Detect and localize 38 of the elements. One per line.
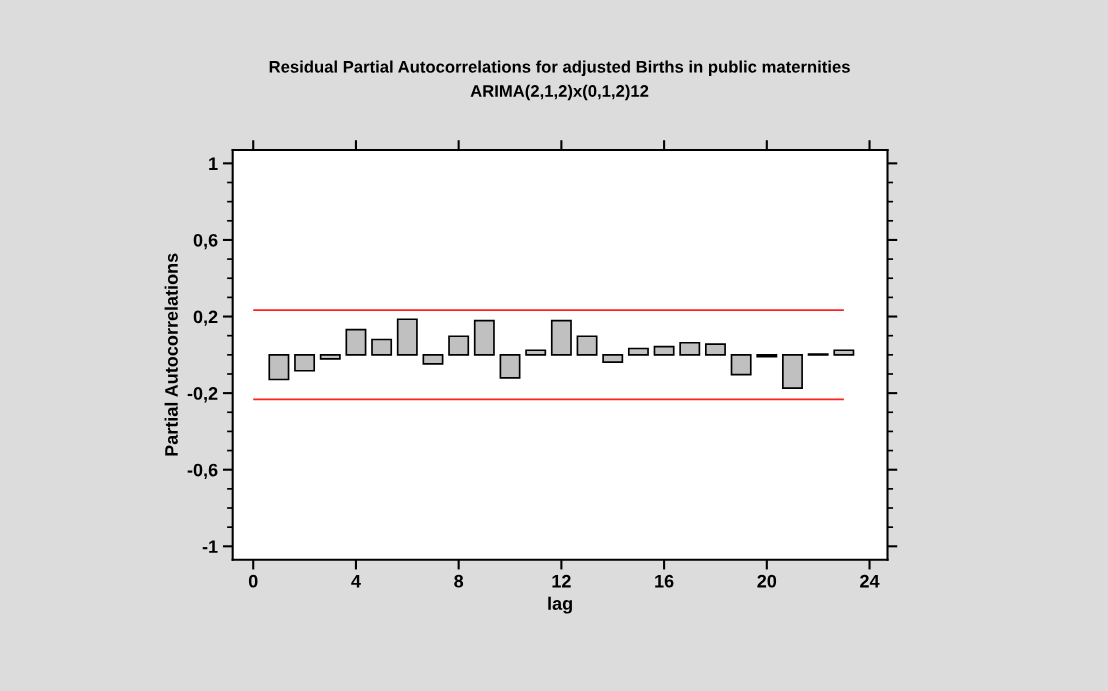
x-tick-label: 12: [552, 574, 571, 588]
x-tick-label: 20: [757, 574, 777, 588]
chart-subtitle: ARIMA(2,1,2)x(0,1,2)12: [470, 84, 649, 101]
bar: [268, 353, 290, 381]
x-axis-title: lag: [548, 596, 572, 614]
chart-title: Residual Partial Autocorrelations for adjusted Births in public maternities: [269, 60, 850, 77]
bar: [319, 353, 341, 360]
y-tick-label: 0,6: [193, 233, 218, 250]
bar: [422, 353, 444, 365]
bar: [499, 353, 521, 379]
x-tick-label: 24: [860, 574, 880, 588]
bar: [396, 318, 418, 356]
bar: [576, 335, 598, 356]
bar: [345, 328, 367, 356]
bar: [627, 347, 649, 356]
y-tick-label: -0,6: [187, 463, 218, 480]
bar: [294, 353, 316, 372]
bar: [371, 338, 393, 356]
y-tick-label: 0,2: [193, 310, 218, 326]
bar: [473, 319, 495, 356]
bar: [679, 341, 701, 356]
x-tick-label: 16: [655, 574, 674, 588]
bar: [782, 353, 803, 389]
bar: [525, 349, 547, 356]
bar: [550, 319, 572, 356]
bar: [653, 345, 675, 356]
y-tick-label: -0,2: [187, 387, 218, 403]
bar: [833, 349, 855, 356]
bar: [704, 343, 726, 356]
y-axis-title: Partial Autocorrelations: [164, 253, 178, 456]
y-tick-label: -1: [202, 540, 218, 553]
bar: [448, 335, 470, 356]
x-tick-label: 0: [248, 574, 258, 588]
bar: [602, 353, 624, 363]
bar: [730, 353, 752, 376]
x-tick-label: 4: [351, 574, 361, 588]
x-tick-label: 8: [454, 574, 464, 588]
y-tick-label: 1: [209, 157, 218, 170]
